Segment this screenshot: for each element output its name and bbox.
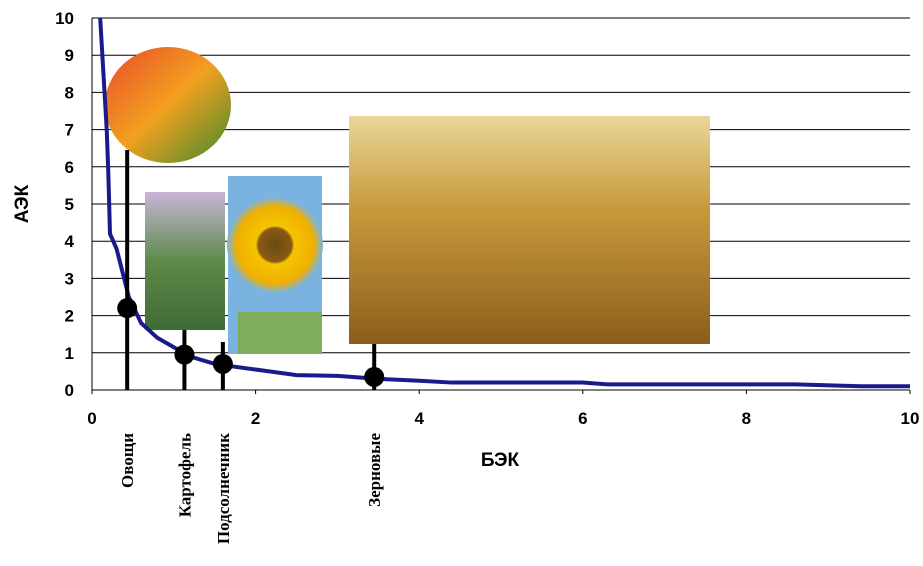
crop-label: Подсолнечник <box>214 433 233 544</box>
vegetables-photo <box>105 47 231 163</box>
data-line <box>98 17 910 389</box>
crop-label: Зерновые <box>365 433 384 507</box>
x-tick-label: 4 <box>414 409 424 428</box>
y-tick-label: 10 <box>55 9 74 28</box>
y-tick-label: 0 <box>65 381 74 400</box>
y-tick-label: 3 <box>65 269 74 288</box>
crop-point <box>212 353 233 374</box>
x-tick-label: 2 <box>251 409 260 428</box>
y-axis-title: АЭК <box>12 184 33 223</box>
photos <box>105 47 710 354</box>
y-tick-label: 7 <box>65 121 74 140</box>
plot <box>98 17 910 390</box>
crop-label: Овощи <box>118 433 137 488</box>
x-axis-title: БЭК <box>481 450 520 471</box>
x-tick-label: 0 <box>87 409 96 428</box>
sunflower-photo <box>227 197 323 293</box>
x-tick-label: 6 <box>578 409 587 428</box>
crop-point <box>364 366 385 387</box>
y-tick-label: 6 <box>65 158 74 177</box>
x-tick-label: 10 <box>901 409 920 428</box>
potato-photo <box>145 192 225 330</box>
y-tick-label: 9 <box>65 46 74 65</box>
x-tick-label: 8 <box>742 409 751 428</box>
y-tick-label: 5 <box>65 195 74 214</box>
sunflower-leaves <box>238 312 322 354</box>
wheat-photo <box>349 116 710 344</box>
crop-point <box>117 298 138 319</box>
crop-point <box>174 344 195 365</box>
y-tick-label: 1 <box>65 344 74 363</box>
crop-label: Картофель <box>175 433 194 517</box>
y-tick-label: 4 <box>65 232 75 251</box>
y-tick-label: 2 <box>65 307 74 326</box>
y-tick-label: 8 <box>65 83 74 102</box>
